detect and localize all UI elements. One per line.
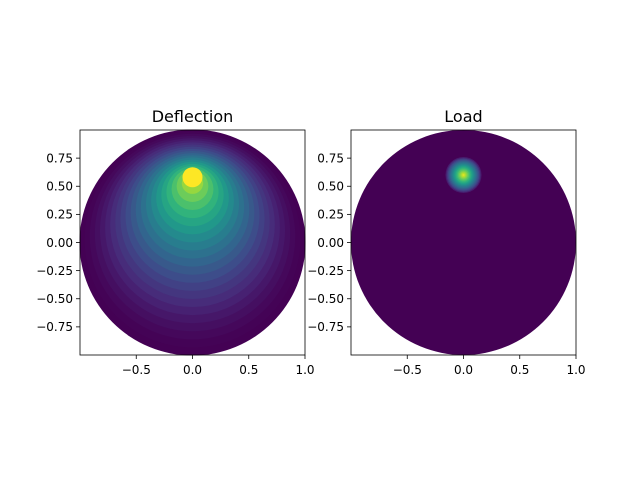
deflection-xtick-label: 0.5 — [239, 363, 258, 377]
load-ytick-label: −0.75 — [307, 320, 344, 334]
deflection-ytick-label: −0.50 — [36, 292, 73, 306]
load-xtick-label: 1.0 — [566, 363, 585, 377]
load-ytick-label: 0.75 — [317, 151, 344, 165]
load-ytick-label: 0.00 — [317, 236, 344, 250]
deflection-xtick-label: 1.0 — [295, 363, 314, 377]
deflection-xtick-label: 0.0 — [183, 363, 202, 377]
load-xtick-label: −0.5 — [393, 363, 422, 377]
load-subplot: Load −0.5 0.0 0.5 1.0 0.75 0.50 0.25 0.00 −0.25 −0… — [307, 107, 585, 377]
deflection-ytick-label: 0.75 — [46, 151, 73, 165]
load-xtick-label: 0.0 — [454, 363, 473, 377]
deflection-ytick-label: −0.25 — [36, 264, 73, 278]
deflection-xtick-label: −0.5 — [122, 363, 151, 377]
load-title: Load — [444, 107, 482, 126]
load-ytick-label: −0.50 — [307, 292, 344, 306]
deflection-title: Deflection — [152, 107, 234, 126]
deflection-ytick-label: 0.25 — [46, 208, 73, 222]
deflection-ytick-label: 0.50 — [46, 180, 73, 194]
load-ytick-label: −0.25 — [307, 264, 344, 278]
load-ytick-label: 0.50 — [317, 180, 344, 194]
load-xtick-label: 0.5 — [510, 363, 529, 377]
load-ytick-label: 0.25 — [317, 208, 344, 222]
load-disk — [351, 130, 576, 355]
deflection-ytick-label: −0.75 — [36, 320, 73, 334]
deflection-subplot: Deflection −0.5 0.0 0.5 1.0 0.75 0.50 0.25 0.00 −… — [36, 107, 314, 377]
deflection-peak — [182, 167, 203, 188]
load-load-band — [462, 173, 465, 177]
deflection-ytick-label: 0.00 — [46, 236, 73, 250]
